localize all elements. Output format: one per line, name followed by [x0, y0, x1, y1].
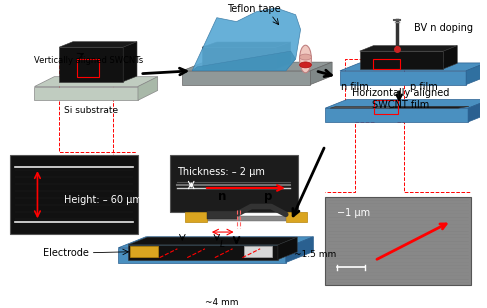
- Text: Horizontally aligned
SWCNT film: Horizontally aligned SWCNT film: [353, 88, 450, 110]
- Bar: [375, 100, 398, 114]
- Polygon shape: [138, 77, 158, 100]
- Polygon shape: [123, 42, 137, 82]
- Polygon shape: [466, 63, 486, 85]
- Text: p film: p film: [410, 83, 438, 92]
- Polygon shape: [35, 77, 158, 87]
- Polygon shape: [128, 245, 278, 260]
- Polygon shape: [35, 87, 138, 100]
- Polygon shape: [360, 51, 444, 69]
- Polygon shape: [192, 51, 296, 71]
- Text: Teflon tape: Teflon tape: [227, 4, 281, 14]
- Polygon shape: [276, 42, 291, 69]
- Text: Thickness: – 2 μm: Thickness: – 2 μm: [177, 167, 265, 177]
- Text: Si substrate: Si substrate: [64, 106, 118, 115]
- Bar: [169, 155, 298, 213]
- Text: Electrode: Electrode: [43, 248, 89, 258]
- Polygon shape: [340, 63, 486, 71]
- Polygon shape: [340, 71, 466, 85]
- Polygon shape: [128, 237, 297, 245]
- Bar: [207, 216, 286, 221]
- Polygon shape: [325, 108, 468, 122]
- Polygon shape: [444, 46, 457, 69]
- Text: −1 μm: −1 μm: [337, 209, 370, 218]
- Polygon shape: [286, 237, 313, 262]
- Polygon shape: [278, 237, 297, 260]
- Ellipse shape: [300, 45, 311, 73]
- Text: ~1.5 mm: ~1.5 mm: [294, 250, 336, 259]
- Ellipse shape: [300, 54, 311, 60]
- Polygon shape: [389, 106, 469, 108]
- Polygon shape: [182, 71, 310, 85]
- Text: p: p: [264, 189, 272, 203]
- Bar: [130, 246, 158, 257]
- Text: ~4 mm: ~4 mm: [205, 298, 239, 307]
- Polygon shape: [310, 62, 332, 85]
- Polygon shape: [360, 46, 457, 51]
- Bar: [207, 211, 237, 219]
- Text: Vertically aligned SWCNTs: Vertically aligned SWCNTs: [35, 56, 144, 66]
- Polygon shape: [202, 47, 276, 69]
- Text: n: n: [218, 189, 226, 203]
- Bar: [286, 213, 307, 222]
- Polygon shape: [192, 8, 300, 71]
- Polygon shape: [59, 42, 137, 47]
- Bar: [244, 246, 272, 257]
- Text: Height: – 60 μm: Height: – 60 μm: [64, 195, 142, 205]
- Bar: [373, 59, 400, 69]
- Polygon shape: [59, 47, 123, 82]
- Polygon shape: [202, 42, 291, 47]
- Polygon shape: [468, 99, 487, 122]
- Polygon shape: [118, 248, 286, 262]
- Bar: [185, 213, 207, 222]
- Ellipse shape: [300, 62, 311, 68]
- Polygon shape: [325, 99, 487, 108]
- Text: n film: n film: [341, 83, 369, 92]
- Text: L: L: [220, 240, 225, 249]
- Bar: [325, 197, 471, 285]
- Bar: [10, 155, 138, 234]
- Text: BV n doping: BV n doping: [414, 22, 473, 33]
- Polygon shape: [182, 62, 332, 71]
- Polygon shape: [118, 237, 313, 248]
- Bar: [77, 59, 98, 77]
- Polygon shape: [330, 106, 400, 108]
